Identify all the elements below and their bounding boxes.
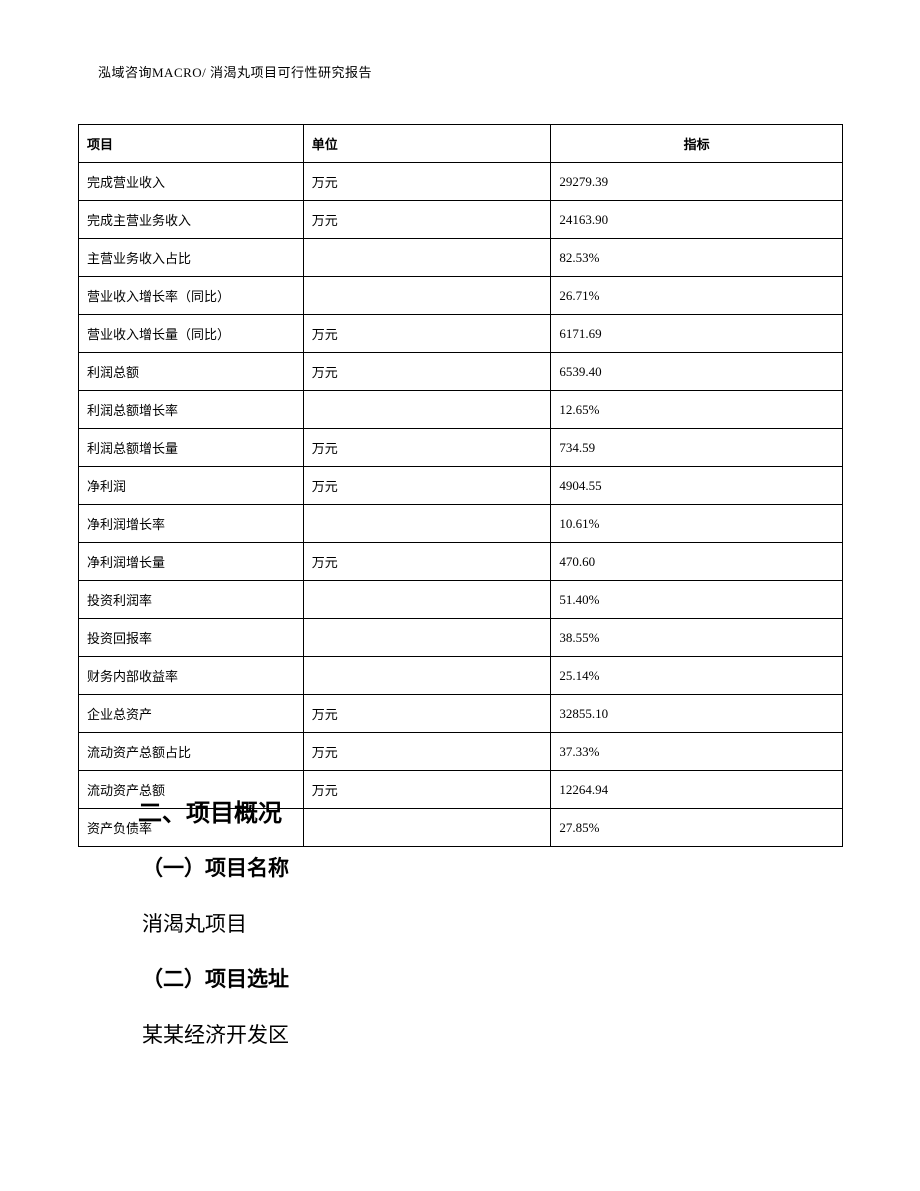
table-cell: 营业收入增长量（同比） [79,315,304,353]
table-cell: 利润总额增长量 [79,429,304,467]
table-cell: 万元 [303,429,551,467]
table-cell [303,581,551,619]
table-row: 主营业务收入占比 82.53% [79,239,843,277]
table-cell: 万元 [303,201,551,239]
table-cell: 利润总额增长率 [79,391,304,429]
table-cell [303,657,551,695]
page-header: 泓域咨询MACRO/ 消渴丸项目可行性研究报告 [98,62,372,81]
table-cell: 26.71% [551,277,843,315]
table-row: 营业收入增长量（同比）万元6171.69 [79,315,843,353]
table-row: 流动资产总额占比万元37.33% [79,733,843,771]
table-header-cell: 指标 [551,125,843,163]
table-row: 投资回报率 38.55% [79,619,843,657]
table-cell: 万元 [303,315,551,353]
table-cell: 投资回报率 [79,619,304,657]
table-header-row: 项目 单位 指标 [79,125,843,163]
table-header-cell: 项目 [79,125,304,163]
section-heading: 二、项目概况 [138,795,818,833]
table-row: 投资利润率 51.40% [79,581,843,619]
table-cell: 利润总额 [79,353,304,391]
table-cell: 32855.10 [551,695,843,733]
table-row: 净利润万元4904.55 [79,467,843,505]
table-row: 净利润增长量万元470.60 [79,543,843,581]
table-cell: 6539.40 [551,353,843,391]
table-cell: 净利润增长率 [79,505,304,543]
table-row: 营业收入增长率（同比） 26.71% [79,277,843,315]
table-cell: 净利润 [79,467,304,505]
body-paragraph: 某某经济开发区 [100,1019,780,1053]
table-cell: 营业收入增长率（同比） [79,277,304,315]
table-cell: 470.60 [551,543,843,581]
table-cell: 万元 [303,695,551,733]
table-cell: 万元 [303,733,551,771]
table-row: 利润总额增长率 12.65% [79,391,843,429]
table-cell: 净利润增长量 [79,543,304,581]
table-cell [303,277,551,315]
table-cell: 24163.90 [551,201,843,239]
table-row: 企业总资产万元32855.10 [79,695,843,733]
table-row: 利润总额万元6539.40 [79,353,843,391]
table-cell [303,391,551,429]
subsection-heading: （一）项目名称 [100,852,780,886]
table-cell: 51.40% [551,581,843,619]
table-cell: 12.65% [551,391,843,429]
table-cell: 完成主营业务收入 [79,201,304,239]
table-cell [303,239,551,277]
table-cell: 万元 [303,467,551,505]
table-row: 利润总额增长量万元734.59 [79,429,843,467]
table-cell: 4904.55 [551,467,843,505]
body-paragraph: 消渴丸项目 [100,908,780,942]
table-cell: 29279.39 [551,163,843,201]
table-cell: 万元 [303,163,551,201]
table-cell: 38.55% [551,619,843,657]
table-cell: 万元 [303,353,551,391]
subsection-heading: （二）项目选址 [100,963,780,997]
table-cell: 完成营业收入 [79,163,304,201]
table-cell: 10.61% [551,505,843,543]
table-cell: 企业总资产 [79,695,304,733]
table-row: 财务内部收益率 25.14% [79,657,843,695]
table-cell: 投资利润率 [79,581,304,619]
table-cell: 37.33% [551,733,843,771]
table-cell: 万元 [303,543,551,581]
table-cell: 主营业务收入占比 [79,239,304,277]
table-cell: 财务内部收益率 [79,657,304,695]
financial-indicators-table: 项目 单位 指标 完成营业收入万元29279.39完成主营业务收入万元24163… [78,124,843,847]
table-cell [303,619,551,657]
document-page: 泓域咨询MACRO/ 消渴丸项目可行性研究报告 项目 单位 指标 完成营业收入万… [0,0,920,1191]
table-cell [303,505,551,543]
table-cell: 流动资产总额占比 [79,733,304,771]
table-cell: 25.14% [551,657,843,695]
table-cell: 734.59 [551,429,843,467]
table-cell: 82.53% [551,239,843,277]
table-row: 完成主营业务收入万元24163.90 [79,201,843,239]
table-row: 完成营业收入万元29279.39 [79,163,843,201]
table-row: 净利润增长率 10.61% [79,505,843,543]
table-cell: 6171.69 [551,315,843,353]
table-header-cell: 单位 [303,125,551,163]
